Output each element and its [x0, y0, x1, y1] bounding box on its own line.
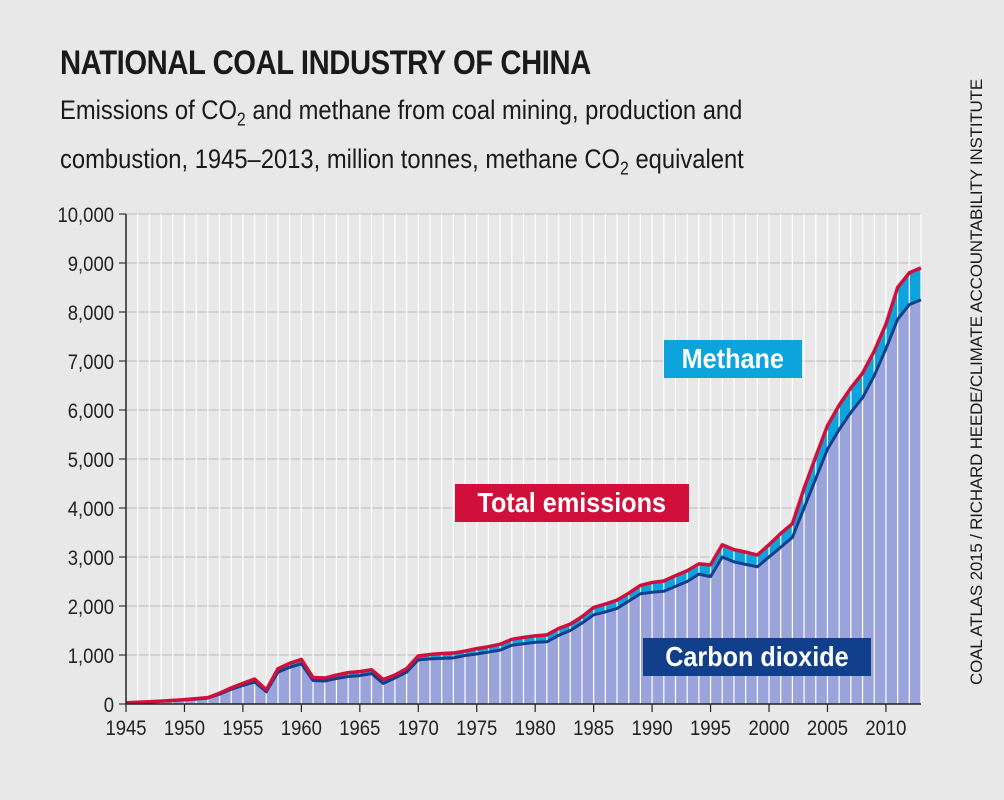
- x-tick-label: 2000: [748, 717, 789, 740]
- y-tick-label: 10,000: [58, 204, 114, 227]
- x-tick-label: 1990: [632, 717, 673, 740]
- y-tick-label: 2,000: [68, 596, 114, 619]
- y-tick-label: 9,000: [68, 253, 114, 276]
- x-tick-label: 1980: [515, 717, 556, 740]
- x-tick-label: 1970: [398, 717, 439, 740]
- subtitle-text: equivalent: [628, 144, 744, 175]
- y-tick-label: 0: [104, 694, 114, 717]
- chart-subtitle: Emissions of CO2 and methane from coal m…: [60, 90, 744, 189]
- subscript: 2: [620, 158, 629, 179]
- y-tick-label: 5,000: [68, 449, 114, 472]
- carbon-dioxide-line: [125, 298, 922, 705]
- subtitle-text: Emissions of CO: [60, 95, 237, 125]
- total-emissions-label: Total emissions: [455, 484, 689, 522]
- carbon-dioxide-label: Carbon dioxide: [643, 638, 871, 676]
- chart-title: NATIONAL COAL INDUSTRY OF CHINA: [60, 44, 591, 82]
- subtitle-text: and methane from coal mining, production…: [245, 95, 743, 125]
- methane-label: Methane: [664, 340, 802, 378]
- source-credit: COAL ATLAS 2015 / RICHARD HEEDE/CLIMATE …: [967, 79, 986, 685]
- x-tick-label: 1960: [281, 717, 322, 740]
- y-tick-label: 8,000: [68, 302, 114, 325]
- subtitle-line-2: combustion, 1945–2013, million tonnes, m…: [60, 139, 744, 188]
- y-tick-label: 6,000: [68, 400, 114, 423]
- y-tick-label: 3,000: [68, 547, 114, 570]
- y-tick-label: 4,000: [68, 498, 114, 521]
- x-tick-label: 1975: [456, 717, 497, 740]
- y-tick-label: 1,000: [68, 645, 114, 668]
- subtitle-line-1: Emissions of CO2 and methane from coal m…: [60, 90, 744, 139]
- x-tick-label: 1995: [690, 717, 731, 740]
- x-tick-label: 1955: [222, 717, 263, 740]
- total-emissions-line: [125, 266, 922, 705]
- x-tick-label: 2010: [865, 717, 906, 740]
- subtitle-text: combustion, 1945–2013, million tonnes, m…: [60, 144, 621, 175]
- y-tick-label: 7,000: [68, 351, 114, 374]
- x-tick-label: 1985: [573, 717, 614, 740]
- x-tick-label: 1945: [105, 717, 146, 740]
- subscript: 2: [236, 109, 246, 130]
- x-tick-label: 1965: [339, 717, 380, 740]
- x-tick-label: 1950: [164, 717, 205, 740]
- x-tick-label: 2005: [807, 717, 848, 740]
